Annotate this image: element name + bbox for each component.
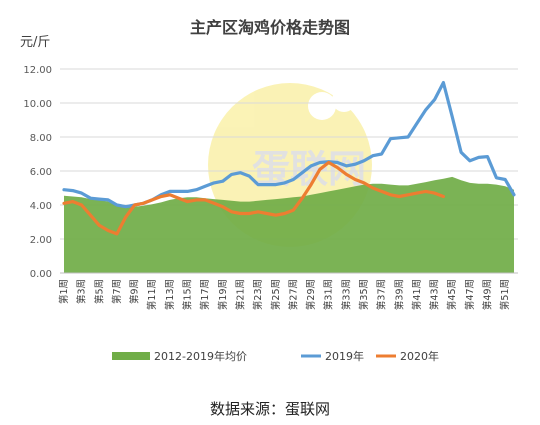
x-tick-label: 第31周 [323, 279, 335, 310]
legend-label: 2012-2019年均价 [154, 349, 247, 363]
y-tick-label: 6.00 [30, 167, 52, 178]
x-tick-label: 第43周 [429, 279, 441, 310]
watermark-cloud-icon [308, 92, 336, 120]
y-tick-label: 4.00 [30, 201, 52, 212]
x-tick-label: 第37周 [376, 279, 388, 310]
x-tick-label: 第25周 [270, 279, 282, 310]
x-tick-label: 第47周 [464, 279, 476, 310]
x-tick-label: 第21周 [234, 279, 246, 310]
x-tick-label: 第7周 [111, 279, 123, 304]
x-tick-label: 第23周 [252, 279, 264, 310]
legend-label: 2020年 [400, 349, 439, 363]
data-source: 数据来源：蛋联网 [210, 400, 330, 418]
y-tick-label: 8.00 [30, 133, 52, 144]
legend: 2012-2019年均价 2019年 2020年 [112, 349, 439, 363]
x-tick-label: 第39周 [393, 279, 405, 310]
x-tick-label: 第3周 [76, 279, 88, 304]
x-tick-label: 第13周 [164, 279, 176, 310]
legend-label: 2019年 [325, 349, 364, 363]
x-tick-label: 第35周 [358, 279, 370, 310]
x-tick-label: 第29周 [305, 279, 317, 310]
y-tick-label: 10.00 [23, 99, 52, 110]
x-tick-label: 第17周 [199, 279, 211, 310]
x-tick-label: 第27周 [287, 279, 299, 310]
y-axis-ticks: 0.00 2.00 4.00 6.00 8.00 10.00 12.00 [23, 65, 52, 280]
y-axis-unit: 元/斤 [20, 35, 50, 50]
x-axis-ticks: 第1周 第3周 第5周 第7周 第9周 第11周 第13周 第15周 第17周 第19周 第21周第… [58, 279, 511, 310]
x-tick-label: 第11周 [146, 279, 158, 310]
x-tick-label: 第9周 [129, 279, 141, 304]
x-tick-label: 第15周 [182, 279, 194, 310]
y-tick-label: 12.00 [23, 65, 52, 76]
x-tick-label: 第49周 [482, 279, 494, 310]
chart-title: 主产区淘鸡价格走势图 [190, 18, 350, 37]
x-tick-label: 第41周 [411, 279, 423, 310]
y-tick-label: 0.00 [30, 269, 52, 280]
series-line-2 [62, 160, 445, 236]
x-tick-label: 第51周 [499, 279, 511, 310]
series [62, 80, 516, 273]
x-tick-label: 第1周 [58, 279, 70, 304]
x-tick-label: 第5周 [93, 279, 105, 304]
legend-swatch [112, 352, 150, 360]
x-tick-label: 第19周 [217, 279, 229, 310]
series-area-avg [64, 176, 514, 273]
x-tick-label: 第33周 [340, 279, 352, 310]
x-tick-label: 第45周 [446, 279, 458, 310]
y-tick-label: 2.00 [30, 235, 52, 246]
